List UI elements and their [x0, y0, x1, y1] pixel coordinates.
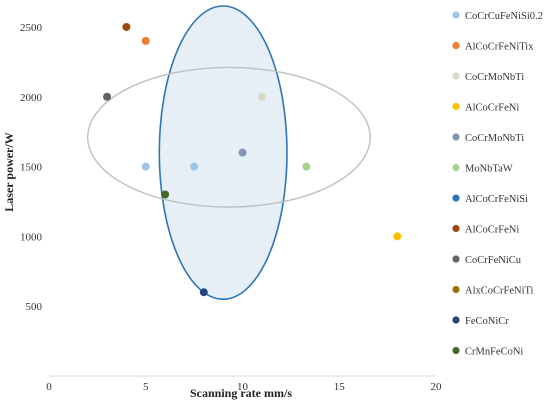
data-points — [103, 22, 402, 297]
data-point — [393, 232, 402, 241]
legend-marker — [452, 133, 460, 141]
y-tick-labels: 500 1000 1500 2000 2500 — [20, 22, 43, 313]
legend-marker — [452, 346, 460, 355]
legend-label: AlCoCrFeNiTix — [465, 42, 534, 53]
legend-marker — [452, 41, 460, 50]
data-point — [141, 162, 150, 171]
data-point — [302, 162, 311, 171]
data-point — [257, 92, 266, 101]
legend-marker — [452, 316, 460, 324]
legend-label: AlCoCrFeNi — [465, 225, 519, 236]
ellipse-annotation — [158, 5, 288, 301]
y-tick-label: 2500 — [20, 22, 43, 34]
y-tick-label: 500 — [26, 301, 43, 313]
legend-marker — [452, 102, 460, 111]
data-point — [238, 148, 247, 157]
data-point — [161, 190, 170, 199]
legend-marker — [452, 72, 460, 80]
data-point — [103, 92, 112, 101]
legend-label: MoNbTaW — [465, 164, 513, 175]
y-axis-label: Laser power/W — [2, 132, 16, 211]
legend-marker — [452, 194, 460, 202]
legend-marker — [452, 285, 460, 294]
y-tick-label: 2000 — [20, 92, 43, 104]
legend-label: AlxCoCrFeNiTi — [465, 286, 534, 297]
legend-marker — [452, 11, 460, 19]
data-point — [141, 36, 150, 45]
x-axis-label: Scanning rate mm/s — [190, 386, 292, 400]
legend: CoCrCuFeNiSi0.2 AlCoCrFeNiTix CoCrMoNbTi Al… — [452, 11, 543, 358]
legend-label: AlCoCrFeNi — [465, 103, 519, 114]
legend-marker — [452, 224, 460, 233]
legend-label: FeCoNiCr — [465, 316, 509, 327]
legend-marker — [452, 163, 460, 172]
legend-marker — [452, 255, 460, 263]
x-tick-labels: 0 5 10 15 20 — [46, 381, 442, 393]
legend-label: CoCrCuFeNiSi0.2 — [465, 11, 543, 22]
ellipse-annotation — [86, 66, 371, 208]
legend-label: CrMnFeCoNi — [465, 347, 523, 358]
x-tick-label: 0 — [46, 381, 52, 393]
y-tick-label: 1500 — [20, 162, 43, 174]
x-tick-label: 20 — [431, 381, 443, 393]
data-point — [199, 288, 208, 297]
data-point — [122, 22, 131, 31]
data-point — [190, 162, 199, 171]
legend-label: CoCrMoNbTi — [465, 72, 524, 83]
legend-label: CoCrMoNbTi — [465, 133, 524, 144]
y-tick-label: 1000 — [20, 231, 43, 243]
x-tick-label: 15 — [334, 381, 346, 393]
legend-label: AlCoCrFeNiSi — [465, 194, 528, 205]
ellipse-annotations — [86, 5, 371, 301]
legend-label: CoCrFeNiCu — [465, 255, 522, 266]
x-tick-label: 10 — [237, 381, 249, 393]
x-tick-label: 5 — [143, 381, 149, 393]
